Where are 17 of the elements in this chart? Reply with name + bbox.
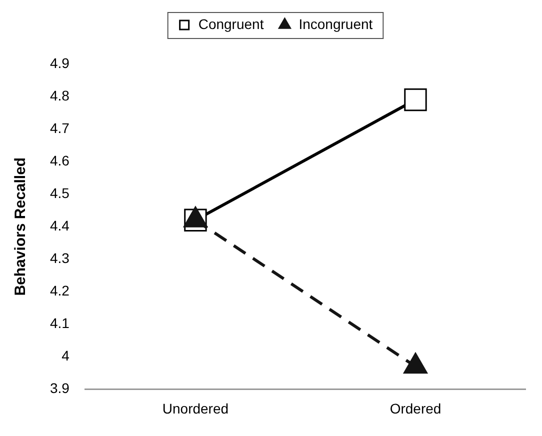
y-tick-label: 3.9 — [50, 380, 70, 396]
x-tick-label: Ordered — [390, 400, 442, 416]
y-tick-label: 4.6 — [50, 152, 70, 168]
y-tick-label: 4.8 — [50, 87, 70, 104]
y-tick-label: 4.1 — [50, 315, 70, 332]
y-tick-label: 4.2 — [50, 282, 70, 298]
legend-label: Incongruent — [298, 16, 373, 32]
y-tick-label: 4.9 — [50, 54, 70, 71]
y-tick-label: 4.7 — [50, 120, 70, 136]
legend-label: Congruent — [198, 16, 264, 32]
y-tick-label: 4.5 — [50, 184, 70, 201]
y-tick-label: 4.4 — [50, 217, 70, 234]
y-tick-label: 4 — [62, 348, 70, 364]
y-axis-title: Behaviors Recalled — [12, 157, 30, 296]
x-tick-label: Unordered — [162, 400, 229, 416]
point — [404, 88, 427, 112]
y-tick-label: 4.3 — [50, 250, 70, 266]
